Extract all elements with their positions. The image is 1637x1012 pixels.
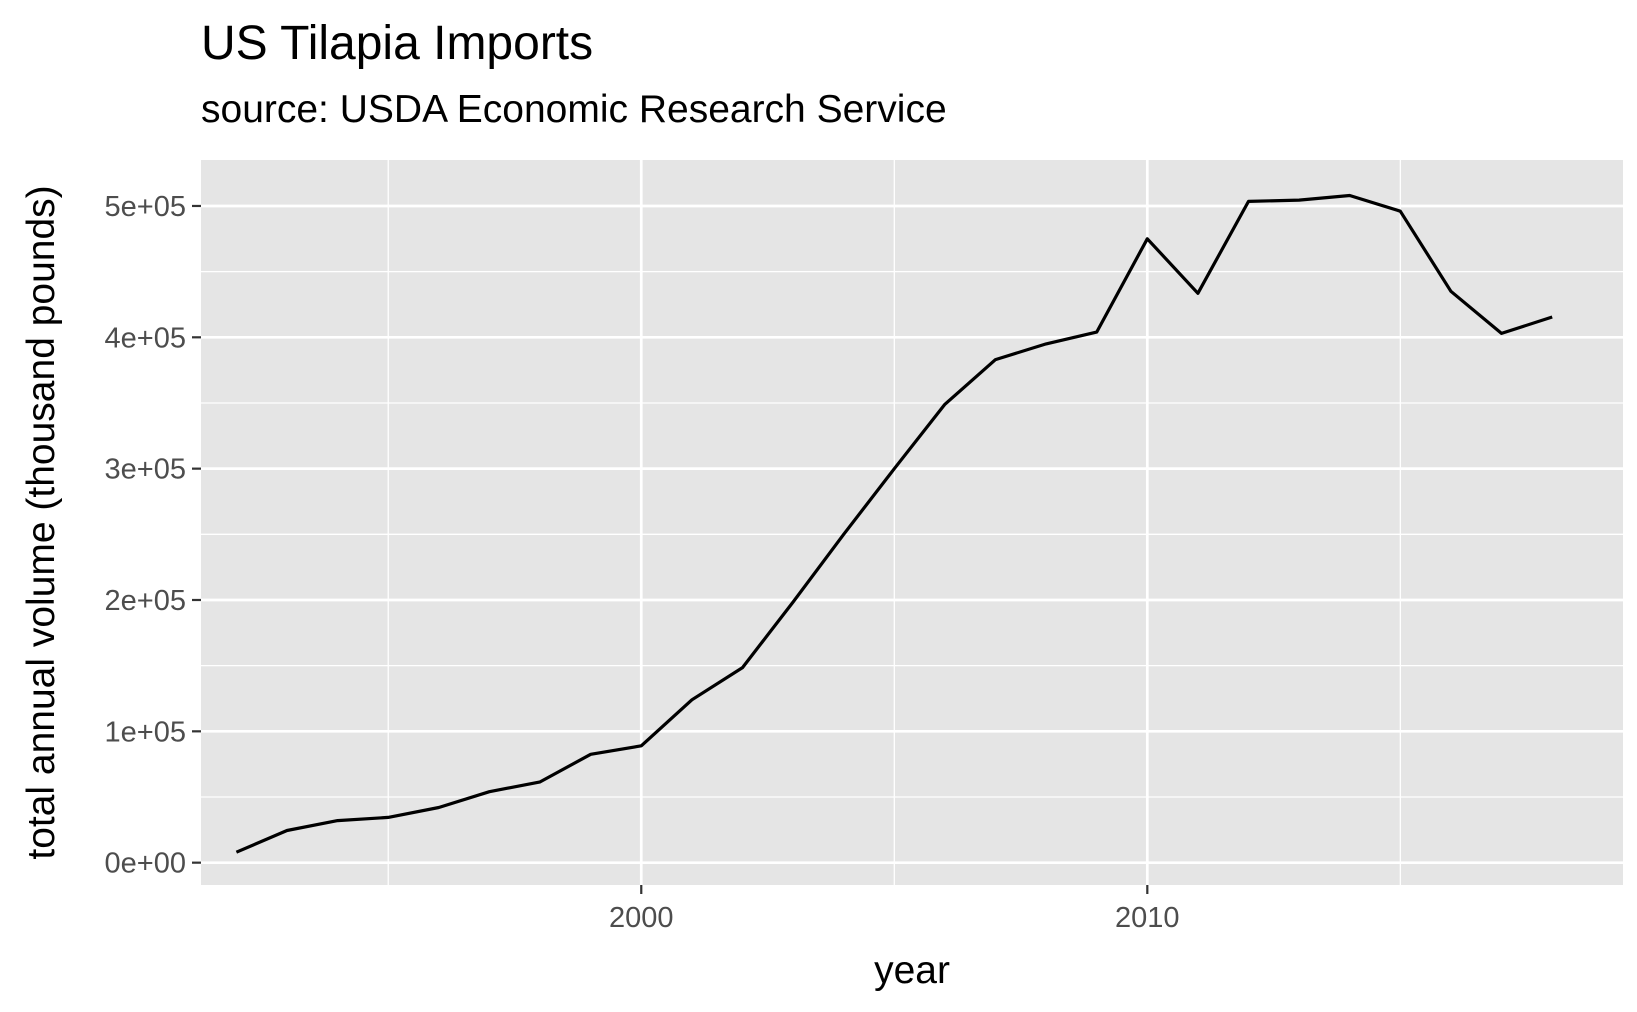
chart-title: US Tilapia Imports xyxy=(201,17,594,70)
y-tick-label: 1e+05 xyxy=(105,716,186,748)
plot-panel xyxy=(201,160,1623,885)
chart-subtitle: source: USDA Economic Research Service xyxy=(201,88,947,131)
y-tick-label: 5e+05 xyxy=(105,191,186,223)
y-tick-label: 0e+00 xyxy=(105,848,186,880)
y-tick-label: 3e+05 xyxy=(105,454,186,486)
x-axis-title: year xyxy=(874,949,950,992)
axes: 0e+00 1e+05 2e+05 3e+05 4e+05 5e+05 2000 2010 xyxy=(105,191,1180,934)
y-axis-title: total annual volume (thousand pounds) xyxy=(20,185,63,859)
y-tick-label: 2e+05 xyxy=(105,585,186,617)
x-tick-label: 2010 xyxy=(1115,902,1180,934)
series-line xyxy=(235,193,1553,854)
series-layer xyxy=(235,193,1553,854)
x-tick-label: 2000 xyxy=(609,902,674,934)
y-tick-label: 4e+05 xyxy=(105,322,186,354)
panel-background xyxy=(201,160,1623,885)
